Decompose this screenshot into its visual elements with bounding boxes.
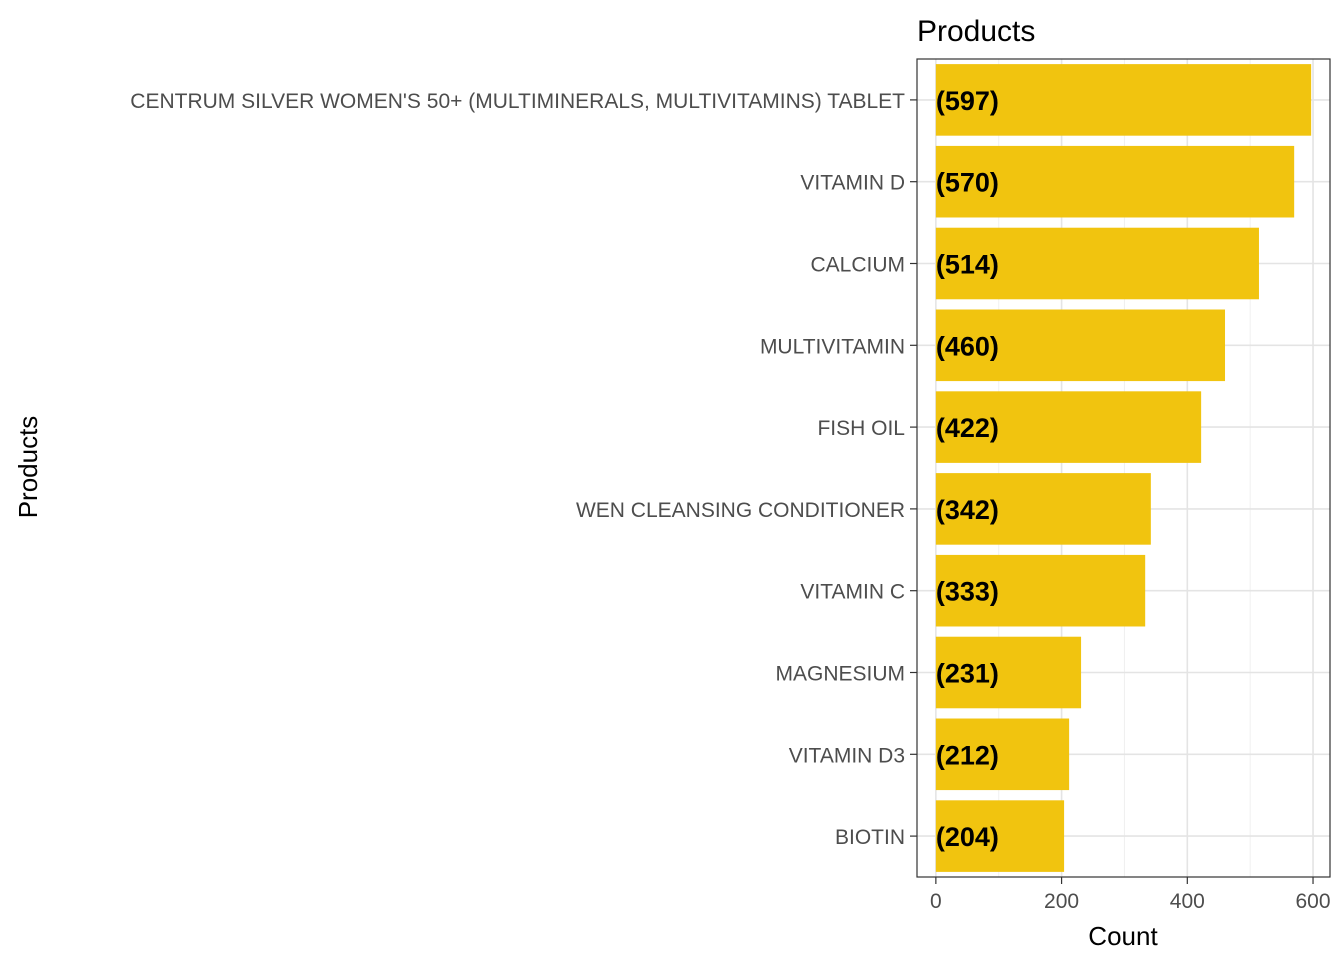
category-label: CENTRUM SILVER WOMEN'S 50+ (MULTIMINERAL… [130,90,905,113]
category-label: VITAMIN D [800,172,905,195]
category-label: BIOTIN [835,826,905,849]
bar [935,309,1226,382]
bar [935,64,1312,136]
category-label: VITAMIN D3 [789,744,905,767]
bar [935,554,1146,627]
bar-value-label: (333) [936,577,999,607]
bar [935,800,1065,872]
category-label: MULTIVITAMIN [760,335,905,358]
category-label: CALCIUM [810,254,905,277]
category-label: WEN CLEANSING CONDITIONER [576,499,905,522]
x-tick-label: 400 [1170,890,1205,913]
chart-title: Products [917,15,1035,48]
bar [935,718,1070,791]
bars [935,64,1312,872]
category-label: FISH OIL [817,417,905,440]
bar-value-label: (204) [936,822,999,852]
bar [935,145,1295,218]
bar [935,227,1259,300]
x-tick-label: 0 [930,890,942,913]
bar-value-label: (422) [936,413,999,443]
x-axis: 0 200 400 600 [930,877,1331,913]
bar-value-label: (460) [936,331,999,361]
x-tick-label: 200 [1044,890,1079,913]
x-tick-label: 600 [1296,890,1331,913]
y-axis-title: Products [13,416,43,519]
data-labels: (597) (570) (514) (460) (422) (342) (333) (231)… [936,86,999,852]
y-axis: CENTRUM SILVER WOMEN'S 50+ (MULTIMINERAL… [130,90,917,849]
category-label: MAGNESIUM [775,663,905,686]
bar [935,391,1202,463]
bar [935,473,1151,545]
bar-value-label: (342) [936,495,999,525]
panel-border [916,58,1331,878]
category-label: VITAMIN C [800,581,905,604]
bar-value-label: (597) [936,86,999,116]
bar [935,636,1082,709]
bar-value-label: (231) [936,659,999,689]
bar-value-label: (212) [936,740,999,770]
bar-value-label: (570) [936,168,999,198]
x-axis-title: Count [1088,921,1158,951]
bar-value-label: (514) [936,250,999,280]
